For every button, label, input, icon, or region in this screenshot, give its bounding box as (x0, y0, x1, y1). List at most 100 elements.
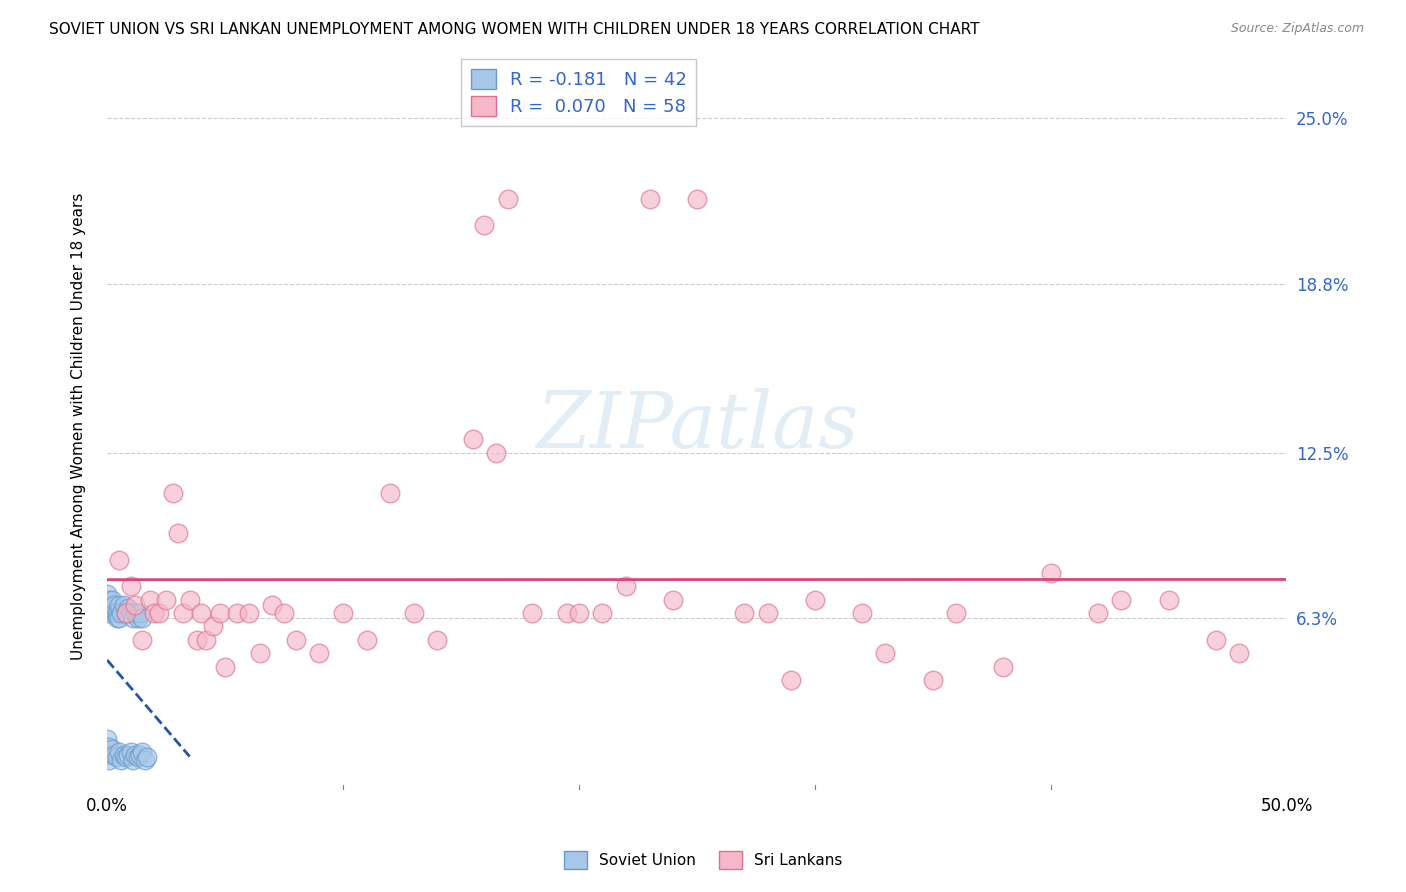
Y-axis label: Unemployment Among Women with Children Under 18 years: Unemployment Among Women with Children U… (72, 193, 86, 659)
Point (112, 598, 135, 612)
Point (124, 747, 146, 762)
Point (96, 747, 118, 762)
Point (98, 606, 121, 620)
Point (138, 592, 160, 607)
Point (1039, 566, 1062, 580)
Point (474, 219, 496, 233)
Point (117, 747, 139, 762)
Legend: R = -0.181   N = 42, R =  0.070   N = 58: R = -0.181 N = 42, R = 0.070 N = 58 (461, 59, 696, 127)
Point (105, 606, 128, 620)
Point (103, 747, 125, 762)
Point (1227, 646, 1250, 660)
Point (120, 745, 142, 759)
Point (520, 606, 543, 620)
Point (112, 747, 135, 762)
Point (98, 753, 121, 767)
Point (101, 600, 124, 615)
Point (98, 739, 121, 754)
Point (103, 606, 125, 620)
Point (284, 632, 307, 647)
Point (131, 745, 153, 759)
Point (875, 646, 897, 660)
Point (115, 750, 138, 764)
Point (308, 646, 330, 660)
Point (162, 485, 184, 500)
Point (124, 606, 146, 620)
Point (101, 592, 124, 607)
Point (555, 606, 578, 620)
Point (110, 606, 132, 620)
Point (103, 598, 125, 612)
Point (262, 598, 284, 612)
Point (238, 606, 260, 620)
Point (249, 646, 271, 660)
Point (1087, 606, 1109, 620)
Point (568, 606, 591, 620)
Point (686, 192, 709, 206)
Point (591, 606, 613, 620)
Point (209, 606, 232, 620)
Point (186, 632, 208, 647)
Point (780, 673, 803, 687)
Point (179, 592, 201, 607)
Point (122, 611, 145, 625)
Point (166, 525, 188, 540)
Point (96, 598, 118, 612)
Point (129, 747, 152, 762)
Point (461, 432, 484, 446)
Point (96, 587, 118, 601)
Point (117, 600, 139, 615)
Point (96, 731, 118, 746)
Point (202, 619, 225, 633)
Legend: Soviet Union, Sri Lankans: Soviet Union, Sri Lankans (558, 845, 848, 875)
Point (945, 606, 967, 620)
Point (131, 611, 153, 625)
Text: ZIPatlas: ZIPatlas (536, 388, 858, 464)
Point (496, 192, 519, 206)
Text: Source: ZipAtlas.com: Source: ZipAtlas.com (1230, 22, 1364, 36)
Point (105, 750, 128, 764)
Point (120, 606, 142, 620)
Point (851, 606, 873, 620)
Point (332, 606, 354, 620)
Point (402, 606, 425, 620)
Point (172, 606, 194, 620)
Point (105, 611, 128, 625)
Point (614, 579, 637, 593)
Point (733, 606, 755, 620)
Point (129, 606, 152, 620)
Point (426, 632, 449, 647)
Point (356, 632, 378, 647)
Text: SOVIET UNION VS SRI LANKAN UNEMPLOYMENT AMONG WOMEN WITH CHILDREN UNDER 18 YEARS: SOVIET UNION VS SRI LANKAN UNEMPLOYMENT … (49, 22, 980, 37)
Point (155, 592, 177, 607)
Point (803, 592, 825, 607)
Point (108, 598, 131, 612)
Point (1205, 632, 1227, 647)
Point (98, 592, 121, 607)
Point (120, 579, 142, 593)
Point (127, 611, 149, 625)
Point (993, 659, 1015, 673)
Point (921, 673, 943, 687)
Point (134, 753, 156, 767)
Point (485, 445, 508, 459)
Point (1157, 592, 1180, 607)
Point (195, 632, 218, 647)
Point (101, 742, 124, 756)
Point (225, 606, 247, 620)
Point (638, 192, 661, 206)
Point (143, 606, 166, 620)
Point (115, 606, 138, 620)
Point (108, 745, 131, 759)
Point (115, 606, 138, 620)
Point (378, 485, 401, 500)
Point (108, 552, 131, 566)
Point (756, 606, 779, 620)
Point (136, 750, 159, 764)
Point (122, 753, 145, 767)
Point (131, 632, 153, 647)
Point (214, 659, 236, 673)
Point (127, 750, 149, 764)
Point (124, 598, 146, 612)
Point (108, 611, 131, 625)
